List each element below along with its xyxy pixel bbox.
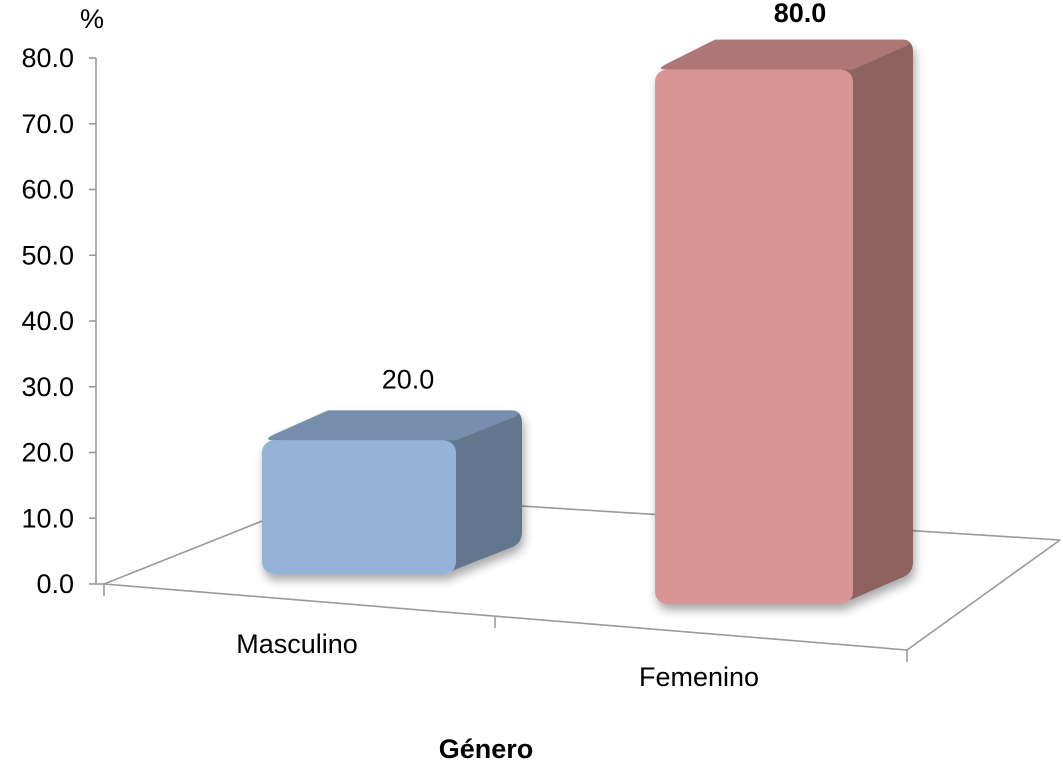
y-tick-label: 60.0 — [21, 175, 74, 205]
bar-femenino — [655, 39, 913, 605]
y-axis-ticks: 0.0 10.0 20.0 30.0 40.0 50.0 60.0 70.0 80.0 — [21, 43, 96, 599]
data-labels: 20.0 80.0 — [382, 0, 827, 394]
category-label-masculino: Masculino — [236, 629, 358, 659]
x-axis-title: Género — [439, 734, 534, 764]
y-tick-label: 30.0 — [21, 372, 74, 402]
y-tick-label: 0.0 — [36, 569, 74, 599]
bar-side-face — [841, 39, 913, 605]
y-tick-label: 50.0 — [21, 240, 74, 270]
category-label-femenino: Femenino — [639, 662, 759, 692]
bar-top-face — [661, 39, 909, 70]
y-tick-label: 40.0 — [21, 306, 74, 336]
chart-floor — [95, 58, 1061, 662]
x-axis-categories: Masculino Femenino — [236, 629, 759, 692]
y-tick-label: 10.0 — [21, 503, 74, 533]
bar-top-face — [268, 410, 518, 441]
y-tick-label: 80.0 — [21, 43, 74, 73]
bars — [262, 39, 913, 605]
bar-front-face — [262, 440, 456, 574]
bar-side-face — [444, 410, 522, 574]
y-tick-label: 70.0 — [21, 109, 74, 139]
y-axis-unit-label: % — [80, 4, 104, 34]
data-label-femenino: 80.0 — [774, 0, 827, 28]
bar-front-face — [655, 69, 853, 605]
data-label-masculino: 20.0 — [382, 364, 435, 394]
y-tick-label: 20.0 — [21, 438, 74, 468]
bar-masculino — [262, 410, 522, 574]
